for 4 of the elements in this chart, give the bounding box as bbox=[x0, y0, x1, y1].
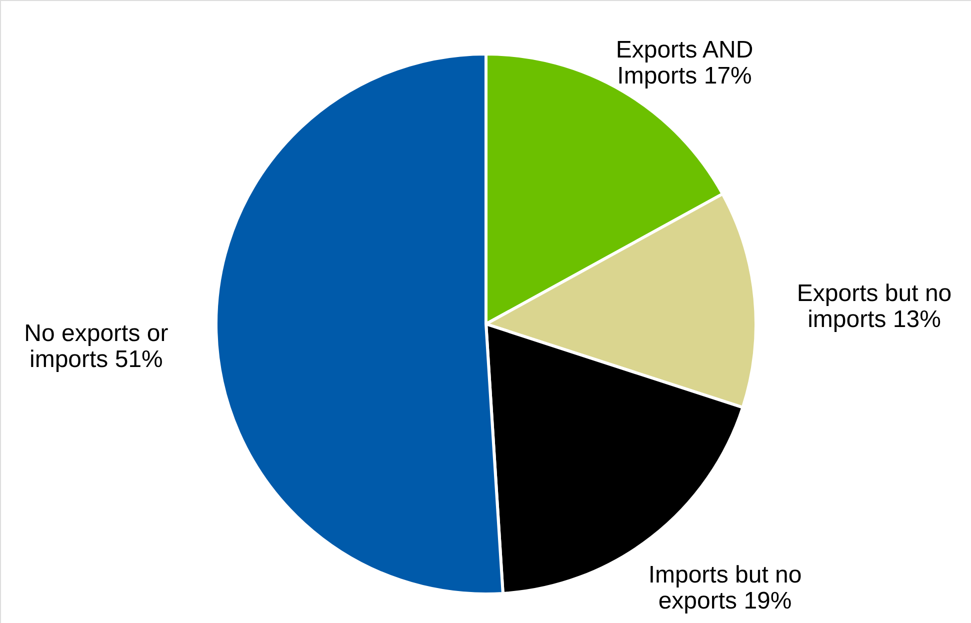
slice-label: No exports or imports 51% bbox=[24, 320, 168, 373]
slice-label: Imports but no exports 19% bbox=[648, 561, 802, 614]
slice-label: Exports but no imports 13% bbox=[796, 280, 952, 334]
slice-label: Exports AND Imports 17% bbox=[616, 36, 754, 90]
